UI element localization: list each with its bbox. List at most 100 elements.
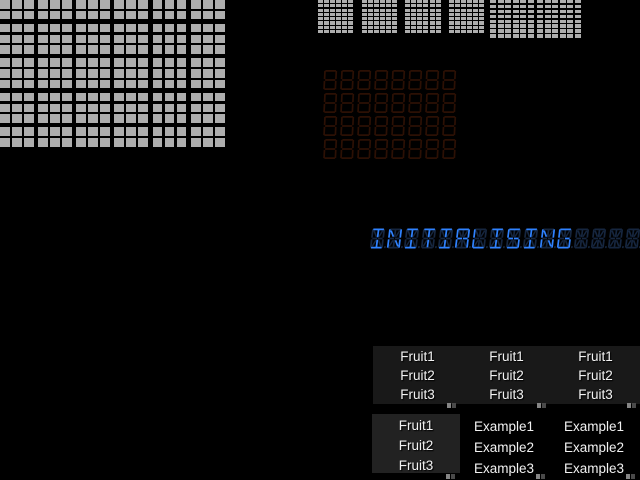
led-cell: [574, 24, 581, 28]
led-cell: [114, 127, 125, 136]
indicator-segment: [537, 403, 541, 408]
led-cell: [114, 23, 125, 33]
led-cell: [559, 19, 566, 23]
led-cell: [497, 0, 504, 4]
list-item[interactable]: Fruit1: [400, 349, 435, 364]
list-item[interactable]: Fruit2: [489, 368, 524, 383]
list-item[interactable]: Example3: [473, 461, 535, 476]
list-item[interactable]: Fruit1: [398, 418, 434, 433]
led-cell: [38, 10, 48, 20]
list-item[interactable]: Fruit3: [489, 387, 524, 402]
list-item[interactable]: Example1: [563, 419, 625, 434]
led-cell: [176, 23, 187, 33]
led-cell: [466, 21, 472, 25]
led-cell: [62, 10, 72, 20]
led-cell: [114, 0, 125, 9]
led-cell: [23, 69, 34, 78]
led-matrix-right-blocks: [490, 0, 582, 39]
led-cell: [11, 69, 22, 78]
led-cell: [50, 79, 60, 89]
indicator-segment: [447, 403, 451, 408]
led-cell: [348, 0, 354, 4]
led-cell: [505, 19, 511, 23]
list-item[interactable]: Example2: [563, 440, 625, 455]
led-matrix-block: [490, 0, 535, 39]
list-item[interactable]: Fruit2: [578, 368, 613, 383]
led-cell: [202, 103, 213, 113]
led-cell: [348, 25, 354, 29]
alphanum-char: [471, 228, 488, 249]
led-cell: [454, 21, 460, 25]
led-cell: [336, 29, 342, 34]
led-cell: [62, 34, 72, 44]
led-cell: [38, 58, 48, 67]
led-cell: [138, 114, 149, 124]
led-matrix-block: [537, 0, 582, 39]
led-cell: [23, 0, 34, 9]
led-cell: [574, 14, 581, 19]
list-scroll-indicator[interactable]: [537, 403, 546, 408]
led-cell: [164, 92, 175, 102]
indicator-segment: [626, 474, 630, 479]
led-cell: [214, 23, 225, 33]
example-list-2: Example1 Example2 Example3: [550, 414, 638, 478]
led-cell: [552, 34, 558, 38]
led-cell: [417, 12, 423, 17]
led-cell: [62, 0, 72, 9]
led-cell: [164, 23, 175, 33]
list-item[interactable]: Fruit1: [489, 349, 524, 364]
list-item[interactable]: Example3: [563, 461, 625, 476]
led-cell: [318, 4, 323, 8]
list-scroll-indicator[interactable]: [447, 403, 456, 408]
led-cell: [567, 24, 573, 28]
led-cell: [0, 10, 10, 20]
led-cell: [479, 25, 485, 29]
led-cell: [435, 12, 441, 17]
led-cell: [214, 10, 225, 20]
list-item[interactable]: Fruit3: [578, 387, 613, 402]
led-cell: [423, 12, 429, 17]
list-item[interactable]: Example2: [473, 440, 535, 455]
led-cell: [473, 4, 479, 8]
led-cell: [324, 0, 330, 4]
led-cell: [23, 127, 34, 136]
led-cell: [11, 10, 22, 20]
list-item[interactable]: Example1: [473, 419, 535, 434]
list-item[interactable]: Fruit1: [578, 349, 613, 364]
led-cell: [100, 23, 111, 33]
led-cell: [62, 114, 72, 124]
list-scroll-indicator[interactable]: [446, 474, 455, 479]
led-cell: [190, 0, 201, 9]
led-cell: [520, 9, 526, 14]
led-cell: [448, 8, 454, 12]
led-cell: [479, 0, 485, 4]
led-cell: [62, 45, 72, 54]
led-cell: [23, 10, 34, 20]
list-scroll-indicator[interactable]: [626, 474, 635, 479]
list-item[interactable]: Fruit3: [398, 458, 434, 473]
led-cell: [11, 114, 22, 124]
indicator-segment: [536, 474, 540, 479]
led-cell: [100, 58, 111, 67]
list-scroll-indicator[interactable]: [627, 403, 636, 408]
led-cell: [417, 25, 423, 29]
list-item[interactable]: Fruit3: [400, 387, 435, 402]
led-cell: [164, 0, 175, 9]
led-cell: [448, 29, 454, 34]
list-item[interactable]: Fruit2: [400, 368, 435, 383]
led-cell: [435, 17, 441, 21]
led-cell: [176, 69, 187, 78]
led-cell: [88, 10, 99, 20]
list-scroll-indicator[interactable]: [536, 474, 545, 479]
led-cell: [11, 23, 22, 33]
led-cell: [520, 19, 526, 23]
list-item[interactable]: Fruit2: [398, 438, 434, 453]
led-cell: [520, 24, 526, 28]
led-cell: [152, 10, 163, 20]
led-cell: [50, 23, 60, 33]
led-cell: [126, 10, 137, 20]
seven-segment-digit: [340, 70, 355, 90]
led-cell: [190, 138, 201, 147]
led-matrix-block: [318, 0, 355, 34]
led-cell: [336, 17, 342, 21]
